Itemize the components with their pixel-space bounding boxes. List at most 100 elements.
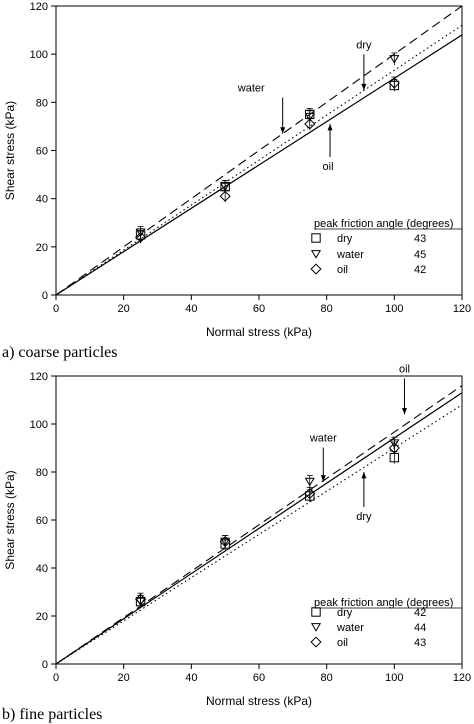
annotation-label: water — [309, 433, 337, 445]
series-water — [135, 52, 400, 239]
legend: peak friction angle (degrees) dry 43 water 4… — [310, 218, 462, 276]
fit-line-dotted — [56, 404, 462, 664]
annotation-label: water — [237, 83, 265, 95]
legend-angle-value: 44 — [414, 622, 426, 634]
annotation-oil: oil — [399, 363, 410, 415]
y-tick-label: 60 — [36, 146, 48, 158]
annotation-label: oil — [399, 363, 410, 375]
annotation-water: water — [237, 83, 286, 134]
panel-caption: b) fine particles — [2, 706, 102, 723]
y-tick-label: 100 — [30, 49, 48, 61]
data-point-water — [220, 182, 231, 192]
y-tick-label: 120 — [30, 1, 48, 13]
x-tick-label: 100 — [385, 303, 403, 315]
y-tick-label: 0 — [42, 659, 48, 671]
legend-series-name: water — [336, 249, 364, 261]
data-point-oil — [388, 442, 400, 454]
legend-marker-oil — [310, 636, 322, 648]
y-tick-label: 40 — [36, 194, 48, 206]
legend-angle-value: 42 — [414, 607, 426, 619]
x-axis-label: Normal stress (kPa) — [206, 325, 312, 339]
annotation-dry: dry — [356, 472, 372, 523]
y-tick-label: 120 — [30, 371, 48, 383]
legend-marker-dry — [311, 233, 321, 243]
legend: peak friction angle (degrees)dry 42 water 4… — [310, 597, 462, 649]
legend-marker-water — [310, 623, 322, 632]
annotation-arrowhead — [361, 83, 367, 91]
fit-lines — [56, 6, 462, 295]
data-point-water — [389, 55, 400, 64]
legend-marker-water — [310, 250, 322, 259]
y-tick-label: 80 — [36, 467, 48, 479]
annotation-dry: dry — [356, 39, 372, 91]
data-point-water — [304, 112, 315, 122]
data-point-water — [135, 228, 146, 238]
x-tick-label: 20 — [118, 303, 130, 315]
annotation-water: water — [309, 433, 337, 482]
data-point-water — [304, 477, 315, 487]
legend-title: peak friction angle (degrees) — [314, 218, 453, 230]
fit-lines — [56, 385, 462, 664]
annotation-label: dry — [356, 39, 372, 51]
panel-caption: a) coarse particles — [2, 344, 117, 361]
legend-series-name: dry — [337, 607, 353, 619]
annotation-label: oil — [323, 161, 334, 173]
x-tick-label: 60 — [253, 303, 265, 315]
fit-line-dashed — [56, 6, 462, 295]
plot-frame — [55, 375, 463, 665]
x-tick-label: 120 — [453, 303, 471, 315]
x-tick-label: 80 — [321, 672, 333, 684]
legend-angle-value: 43 — [414, 637, 426, 649]
legend-angle-value: 43 — [414, 233, 426, 245]
annotation-arrowhead — [327, 124, 333, 131]
y-tick-label: 40 — [36, 563, 48, 575]
legend-series-name: oil — [337, 637, 348, 649]
legend-series-name: dry — [337, 233, 353, 245]
fit-line-solid — [56, 392, 462, 664]
data-point-oil — [304, 118, 316, 130]
data-point-oil — [135, 593, 147, 605]
legend-title: peak friction angle (degrees) — [314, 597, 453, 609]
annotation-arrowhead — [401, 408, 407, 415]
x-tick-label: 40 — [185, 303, 197, 315]
y-tick-label: 80 — [36, 97, 48, 109]
x-tick-label: 20 — [118, 672, 130, 684]
chart-panel-b: 0 20 40 60 80 100 120 0 20 40 60 80 100 120 Normal str… — [2, 363, 471, 723]
legend-marker-dry — [311, 607, 321, 617]
x-axis-label: Normal stress (kPa) — [206, 694, 312, 708]
y-tick-label: 60 — [36, 515, 48, 527]
data-point-oil — [219, 536, 231, 548]
annotation-arrowhead — [361, 472, 367, 479]
series-oil — [135, 441, 400, 606]
legend-marker-oil — [310, 263, 322, 275]
legend-angle-value: 45 — [414, 249, 426, 261]
x-tick-label: 0 — [53, 303, 59, 315]
fit-line-dashed — [56, 385, 462, 664]
series-oil — [135, 76, 400, 244]
data-point-oil — [388, 77, 400, 89]
annotation-arrowhead — [280, 127, 286, 134]
fit-line-dotted — [56, 24, 462, 295]
y-tick-label: 20 — [36, 242, 48, 254]
legend-angle-value: 42 — [414, 264, 426, 276]
data-point-oil — [135, 231, 147, 243]
y-tick-label: 0 — [42, 290, 48, 302]
legend-series-name: water — [336, 622, 364, 634]
y-tick-label: 20 — [36, 611, 48, 623]
x-tick-label: 120 — [453, 672, 471, 684]
x-tick-label: 40 — [185, 672, 197, 684]
y-tick-label: 100 — [30, 419, 48, 431]
x-tick-label: 80 — [321, 303, 333, 315]
annotation-arrowhead — [320, 475, 326, 482]
chart-panel-a: 0 20 40 60 80 100 120 0 20 40 60 80 100 120 Normal str… — [2, 1, 471, 361]
data-point-oil — [219, 190, 231, 202]
x-tick-label: 100 — [385, 672, 403, 684]
data-point-oil — [304, 488, 316, 500]
y-axis-label: Shear stress (kPa) — [3, 101, 17, 200]
annotation-label: dry — [356, 511, 372, 523]
x-tick-label: 60 — [253, 672, 265, 684]
annotation-oil: oil — [323, 124, 334, 173]
x-tick-label: 0 — [53, 672, 59, 684]
fit-line-solid — [56, 34, 462, 295]
